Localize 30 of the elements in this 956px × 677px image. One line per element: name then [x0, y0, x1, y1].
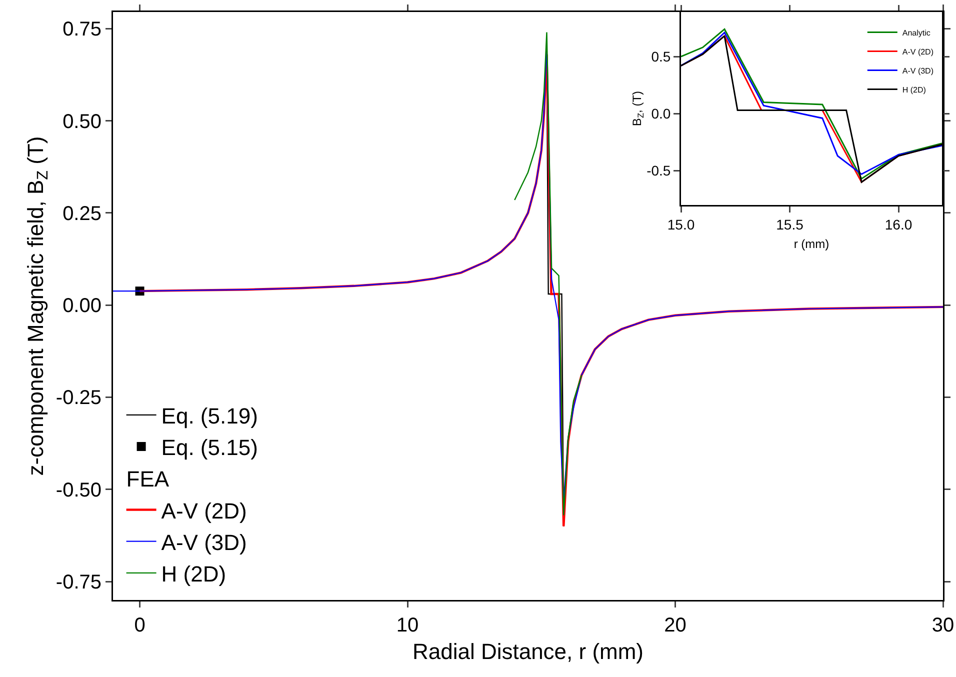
y-tick-label: 0.00 — [62, 295, 102, 318]
x-axis-title: Radial Distance, r (mm) — [412, 639, 644, 664]
legend-label: A-V (3D) — [161, 530, 247, 555]
x-axis-title: r (mm) — [794, 236, 830, 251]
legend-label: Eq. (5.19) — [161, 404, 258, 428]
legend-label: A-V (2D) — [161, 498, 247, 524]
y-tick-label: -0.75 — [56, 572, 102, 594]
y-tick-label: 0.75 — [62, 18, 102, 41]
x-tick-label: 0 — [134, 614, 146, 636]
legend-label: Analytic — [902, 28, 930, 38]
legend-label: H (2D) — [161, 562, 226, 586]
x-tick-label: 30 — [932, 614, 954, 636]
y-tick-label: 0.0 — [651, 106, 671, 122]
legend-label: A-V (2D) — [902, 47, 934, 56]
x-tick-label: 20 — [664, 614, 686, 636]
y-tick-label: 0.25 — [62, 202, 102, 225]
x-tick-label: 15.0 — [667, 216, 695, 232]
legend-label: H (2D) — [902, 85, 926, 94]
legend-label: A-V (3D) — [902, 66, 934, 76]
x-tick-label: 10 — [396, 614, 419, 636]
x-tick-label: 15.5 — [776, 216, 804, 232]
y-tick-label: -0.50 — [56, 479, 102, 502]
legend-label: Eq. (5.15) — [161, 435, 258, 460]
y-tick-label: 0.5 — [651, 48, 671, 64]
line-series — [514, 32, 582, 516]
y-tick-label: -0.5 — [646, 162, 671, 179]
x-tick-label: 16.0 — [884, 216, 912, 232]
y-tick-label: 0.50 — [62, 110, 102, 133]
legend-title: FEA — [126, 466, 170, 492]
y-tick-label: -0.25 — [56, 387, 102, 410]
